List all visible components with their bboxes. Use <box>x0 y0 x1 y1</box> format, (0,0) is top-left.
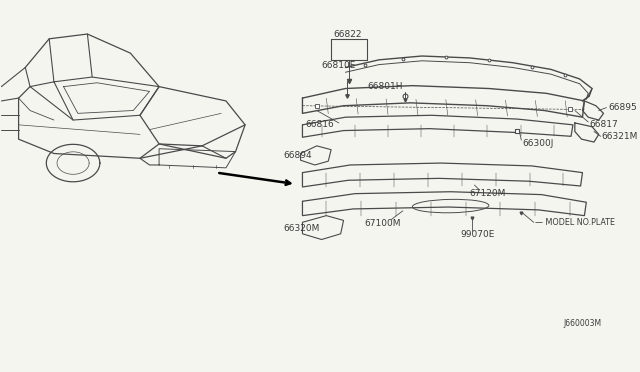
Text: 67120M: 67120M <box>470 189 506 198</box>
Text: 66894: 66894 <box>284 151 312 160</box>
Text: 99070E: 99070E <box>460 230 495 239</box>
Text: 66895: 66895 <box>608 103 637 112</box>
Text: 66817: 66817 <box>589 120 618 129</box>
Text: 66801H: 66801H <box>367 82 403 91</box>
Text: 66320M: 66320M <box>284 224 320 232</box>
Text: 66822: 66822 <box>333 31 362 39</box>
Text: 66321M: 66321M <box>602 132 638 141</box>
Text: — MODEL NO.PLATE: — MODEL NO.PLATE <box>534 218 614 227</box>
Text: 66816: 66816 <box>305 120 334 129</box>
Text: 66300J: 66300J <box>522 140 554 148</box>
Text: 67100M: 67100M <box>365 219 401 228</box>
Text: 66810E: 66810E <box>321 61 356 70</box>
Text: J660003M: J660003M <box>563 319 602 328</box>
